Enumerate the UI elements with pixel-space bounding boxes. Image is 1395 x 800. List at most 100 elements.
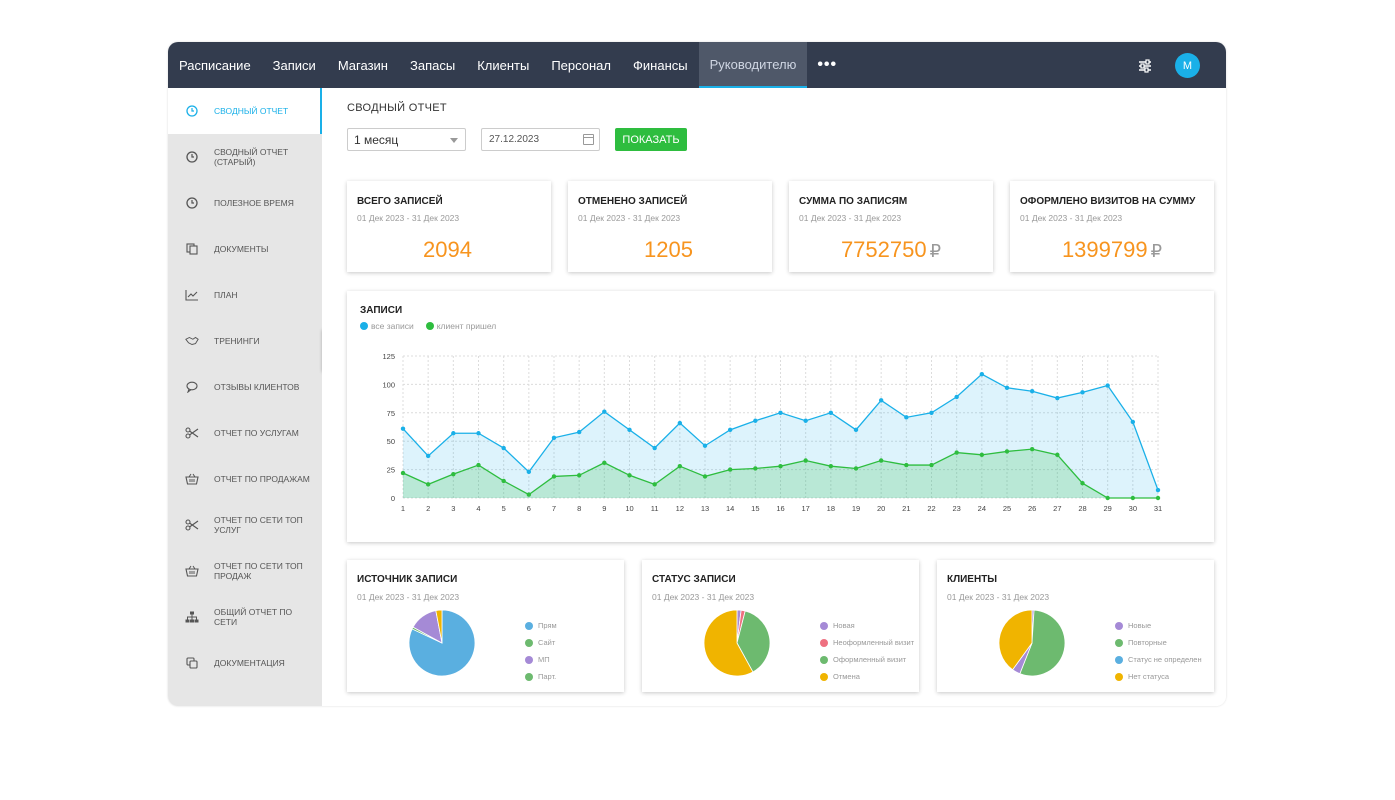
data-point[interactable]: [954, 450, 959, 455]
pie-legend-item[interactable]: Нет статуса: [1115, 668, 1202, 685]
data-point[interactable]: [551, 435, 557, 440]
data-point[interactable]: [576, 473, 582, 478]
data-point[interactable]: [904, 462, 909, 468]
data-point[interactable]: [400, 470, 406, 476]
data-point[interactable]: [400, 426, 406, 431]
show-button[interactable]: ПОКАЗАТЬ: [615, 128, 687, 151]
nav-finance[interactable]: Финансы: [633, 57, 688, 73]
sidebar-item-network-top-sales[interactable]: ОТЧЕТ ПО СЕТИ ТОП ПРОДАЖ: [168, 548, 322, 594]
data-point[interactable]: [979, 452, 985, 458]
sidebar-item-trainings[interactable]: ТРЕНИНГИ: [168, 318, 322, 364]
pie-slice[interactable]: [703, 609, 754, 677]
pie-slice[interactable]: [736, 610, 771, 673]
data-point[interactable]: [425, 482, 431, 487]
data-point[interactable]: [1105, 383, 1110, 388]
data-point[interactable]: [904, 415, 909, 420]
pie-slice[interactable]: [1019, 609, 1066, 677]
data-point[interactable]: [702, 443, 708, 448]
data-point[interactable]: [476, 431, 481, 436]
sidebar-item-plan[interactable]: ПЛАН: [168, 272, 322, 318]
sidebar-item-services-report[interactable]: ОТЧЕТ ПО УСЛУГАМ: [168, 410, 322, 456]
pie-legend-item[interactable]: Неоформленный визит: [820, 634, 914, 651]
data-point[interactable]: [1130, 495, 1136, 501]
data-point[interactable]: [828, 463, 834, 469]
data-point[interactable]: [853, 427, 859, 433]
data-point[interactable]: [526, 492, 532, 497]
pie-slice[interactable]: [435, 609, 443, 644]
data-point[interactable]: [778, 463, 783, 469]
data-point[interactable]: [551, 474, 557, 479]
data-point[interactable]: [602, 409, 607, 414]
nav-stock[interactable]: Запасы: [409, 57, 456, 73]
nav-staff[interactable]: Персонал: [551, 57, 612, 73]
pie-legend-item[interactable]: Новая: [820, 617, 914, 634]
nav-schedule[interactable]: Расписание: [179, 57, 251, 73]
data-point[interactable]: [727, 467, 733, 472]
data-point[interactable]: [1105, 495, 1110, 501]
data-point[interactable]: [1004, 449, 1010, 454]
data-point[interactable]: [425, 453, 431, 459]
data-point[interactable]: [501, 478, 506, 484]
sidebar-item-useful-time[interactable]: ПОЛЕЗНОЕ ВРЕМЯ: [168, 180, 322, 226]
data-point[interactable]: [627, 427, 632, 433]
avatar[interactable]: М: [1175, 53, 1200, 78]
data-point[interactable]: [929, 462, 934, 468]
data-point[interactable]: [1155, 487, 1161, 493]
sidebar-item-documents[interactable]: ДОКУМЕНТЫ: [168, 226, 322, 272]
nav-shop[interactable]: Магазин: [337, 57, 388, 73]
data-point[interactable]: [1080, 481, 1085, 486]
data-point[interactable]: [1155, 495, 1161, 501]
pie-legend-item[interactable]: Парт.: [525, 668, 557, 685]
legend-item-all-records[interactable]: все записи: [360, 321, 414, 331]
data-point[interactable]: [602, 460, 607, 465]
data-point[interactable]: [778, 410, 783, 415]
nav-manager[interactable]: Руководителю: [698, 42, 808, 88]
settings-sliders-icon[interactable]: [1137, 58, 1153, 74]
sidebar-item-network-general-report[interactable]: ОБЩИЙ ОТЧЕТ ПО СЕТИ: [168, 594, 322, 640]
data-point[interactable]: [803, 418, 808, 423]
data-point[interactable]: [1004, 385, 1010, 391]
pie-legend-item[interactable]: МП: [525, 651, 557, 668]
sidebar-item-network-top-services[interactable]: ОТЧЕТ ПО СЕТИ ТОП УСЛУГ: [168, 502, 322, 548]
data-point[interactable]: [576, 429, 582, 435]
data-point[interactable]: [476, 462, 481, 468]
data-point[interactable]: [677, 463, 683, 469]
data-point[interactable]: [954, 394, 959, 400]
sidebar-item-summary-report[interactable]: СВОДНЫЙ ОТЧЕТ: [168, 88, 322, 134]
data-point[interactable]: [451, 471, 456, 477]
nav-clients[interactable]: Клиенты: [477, 57, 530, 73]
pie-legend-item[interactable]: Повторные: [1115, 634, 1202, 651]
data-point[interactable]: [526, 469, 532, 475]
pie-legend-item[interactable]: Прям: [525, 617, 557, 634]
data-point[interactable]: [501, 445, 506, 451]
date-input[interactable]: 27.12.2023: [481, 128, 600, 151]
pie-legend-item[interactable]: Оформленный визит: [820, 651, 914, 668]
data-point[interactable]: [878, 458, 884, 463]
data-point[interactable]: [853, 466, 859, 471]
data-point[interactable]: [652, 482, 657, 487]
data-point[interactable]: [652, 445, 657, 451]
data-point[interactable]: [1055, 452, 1060, 458]
data-point[interactable]: [929, 410, 934, 415]
data-point[interactable]: [677, 420, 683, 426]
pie-legend-item[interactable]: Сайт: [525, 634, 557, 651]
data-point[interactable]: [1130, 419, 1136, 425]
data-point[interactable]: [702, 474, 708, 479]
nav-records[interactable]: Записи: [272, 57, 316, 73]
pie-legend-item[interactable]: Новые: [1115, 617, 1202, 634]
data-point[interactable]: [1055, 395, 1060, 401]
data-point[interactable]: [753, 466, 758, 471]
data-point[interactable]: [451, 431, 456, 436]
legend-item-client-came[interactable]: клиент пришел: [425, 321, 496, 331]
pie-slice[interactable]: [998, 609, 1033, 671]
sidebar-item-sales-report[interactable]: ОТЧЕТ ПО ПРОДАЖАМ: [168, 456, 322, 502]
pie-legend-item[interactable]: Статус не определен: [1115, 651, 1202, 668]
data-point[interactable]: [727, 427, 733, 433]
sidebar-item-documentation[interactable]: ДОКУМЕНТАЦИЯ: [168, 640, 322, 686]
period-select[interactable]: 1 месяц: [347, 128, 466, 151]
data-point[interactable]: [828, 410, 834, 415]
data-point[interactable]: [1029, 389, 1035, 394]
data-point[interactable]: [1029, 446, 1035, 452]
data-point[interactable]: [979, 371, 985, 377]
data-point[interactable]: [753, 418, 758, 423]
